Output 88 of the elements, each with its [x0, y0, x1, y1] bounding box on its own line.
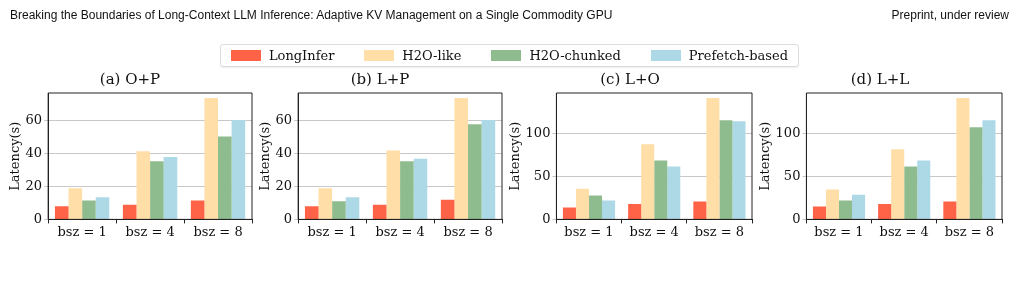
- bar: [136, 151, 151, 219]
- bar: [481, 120, 496, 219]
- bar: [440, 199, 455, 219]
- y-tick-label: 40: [25, 145, 43, 161]
- bar: [825, 189, 840, 219]
- bar: [839, 200, 853, 219]
- y-tick-label: 40: [275, 145, 293, 161]
- chart-title: (c) L+O: [600, 69, 660, 88]
- bar: [163, 157, 178, 219]
- chart-title: (a) O+P: [99, 69, 161, 88]
- bar: [68, 188, 83, 219]
- bar: [969, 127, 983, 219]
- bar: [204, 97, 219, 219]
- bar: [413, 158, 428, 219]
- chart-title: (d) L+L: [850, 69, 910, 88]
- bar: [917, 160, 931, 219]
- chart-title: (b) L+P: [350, 69, 410, 88]
- y-tick-label: 60: [25, 112, 43, 128]
- bar: [400, 161, 414, 219]
- x-tick-label: bsz = 8: [694, 223, 745, 239]
- y-tick-label: 20: [275, 177, 293, 193]
- legend-label: H2O-chunked: [529, 48, 621, 63]
- bar: [602, 200, 616, 219]
- bar: [891, 149, 905, 219]
- x-tick-label: bsz = 8: [443, 223, 493, 239]
- y-tick-label: 50: [533, 168, 551, 184]
- bar: [150, 161, 164, 219]
- bar: [943, 201, 957, 219]
- y-tick-label: 0: [542, 210, 551, 226]
- bar: [693, 201, 707, 219]
- text: Breaking the Boundaries of Long-Context LLM Inference: Adaptive KV Management on a Single Commodity GPU: [10, 8, 613, 22]
- y-tick-label: 60: [275, 112, 293, 128]
- x-tick-label: bsz = 4: [629, 223, 679, 239]
- bar: [628, 204, 642, 219]
- y-axis-title: Latency(s): [507, 121, 523, 191]
- bar: [878, 204, 892, 219]
- x-tick-label: bsz = 1: [564, 223, 614, 239]
- bar: [318, 188, 333, 219]
- bar: [372, 204, 387, 219]
- bar: [304, 206, 319, 219]
- bar: [982, 120, 996, 219]
- bar: [719, 120, 733, 219]
- x-tick-label: bsz = 8: [944, 223, 995, 239]
- bar: [732, 121, 746, 219]
- bar: [956, 98, 970, 219]
- y-axis-title: Latency(s): [757, 121, 773, 191]
- y-tick-label: 0: [283, 210, 293, 226]
- legend-label: Prefetch-based: [688, 48, 789, 63]
- y-tick-label: 0: [33, 210, 43, 226]
- y-axis-title: Latency(s): [257, 121, 273, 191]
- legend-label: LongInfer: [268, 48, 335, 63]
- y-axis-title: Latency(s): [7, 121, 23, 191]
- bar: [562, 207, 576, 219]
- y-tick-label: 100: [775, 125, 801, 141]
- x-tick-label: bsz = 8: [193, 223, 243, 239]
- y-tick-label: 0: [792, 210, 801, 226]
- y-tick-label: 20: [25, 177, 43, 193]
- bar: [667, 166, 681, 219]
- legend-label: H2O-like: [402, 48, 462, 63]
- x-tick-label: bsz = 4: [375, 223, 425, 239]
- bar: [231, 120, 246, 219]
- bar: [654, 160, 668, 219]
- text: Preprint, under review: [891, 8, 1009, 22]
- x-tick-label: bsz = 1: [307, 223, 357, 239]
- bar: [190, 200, 205, 219]
- bar: [54, 206, 69, 219]
- bar: [641, 144, 655, 219]
- y-tick-label: 100: [525, 125, 551, 141]
- bar: [95, 197, 110, 219]
- x-tick-label: bsz = 4: [125, 223, 175, 239]
- bar: [345, 197, 360, 219]
- bar: [454, 97, 469, 219]
- y-tick-label: 50: [783, 168, 801, 184]
- bar: [706, 98, 720, 219]
- bar: [82, 200, 96, 219]
- bar: [589, 195, 603, 219]
- x-tick-label: bsz = 4: [879, 223, 929, 239]
- bar: [812, 206, 826, 219]
- bar: [218, 136, 232, 219]
- bar: [904, 166, 918, 219]
- bar: [122, 204, 137, 219]
- bar: [468, 124, 482, 219]
- x-tick-label: bsz = 1: [57, 223, 107, 239]
- bar: [852, 194, 866, 219]
- bar: [575, 188, 590, 219]
- bar: [386, 150, 401, 219]
- bar: [332, 201, 346, 219]
- x-tick-label: bsz = 1: [814, 223, 864, 239]
